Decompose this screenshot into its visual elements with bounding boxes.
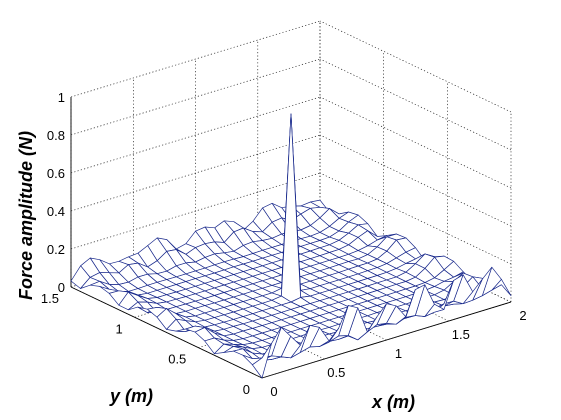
x-tick-label: 0 <box>270 384 277 399</box>
z-tick-label: 0.4 <box>47 204 65 219</box>
y-tick-label: 1.5 <box>41 291 59 306</box>
z-tick-label: 0.2 <box>47 242 65 257</box>
y-tick-label: 0 <box>243 382 250 397</box>
surface-mesh <box>70 113 512 379</box>
grid-line <box>319 134 512 227</box>
grid-line <box>70 134 321 212</box>
grid-line <box>319 20 512 113</box>
x-tick-label: 0.5 <box>327 365 345 380</box>
z-tick-label: 0.6 <box>47 166 65 181</box>
x-tick-label: 1 <box>395 346 402 361</box>
x-tick-label: 1.5 <box>452 327 470 342</box>
grid-line <box>70 58 321 136</box>
x-axis-line <box>261 301 512 379</box>
grid-line <box>70 96 321 174</box>
y-axis-line <box>70 286 263 379</box>
z-tick-label: 1 <box>58 90 65 105</box>
z-axis-title: Force amplitude (N) <box>16 131 36 300</box>
grid-line <box>319 96 512 189</box>
z-tick-label: 0 <box>58 280 65 295</box>
y-tick-label: 1 <box>115 321 122 336</box>
z-tick-label: 0.8 <box>47 128 65 143</box>
surface-cell <box>252 342 272 379</box>
y-axis-title: y (m) <box>109 386 153 406</box>
x-tick-label: 2 <box>519 308 526 323</box>
grid-line <box>319 172 512 265</box>
x-axis-title: x (m) <box>371 392 415 412</box>
axes-frame <box>70 97 512 379</box>
grid-line <box>70 20 321 98</box>
y-tick-label: 0.5 <box>168 352 186 367</box>
grid-line <box>319 58 512 151</box>
grid-line <box>70 172 321 250</box>
